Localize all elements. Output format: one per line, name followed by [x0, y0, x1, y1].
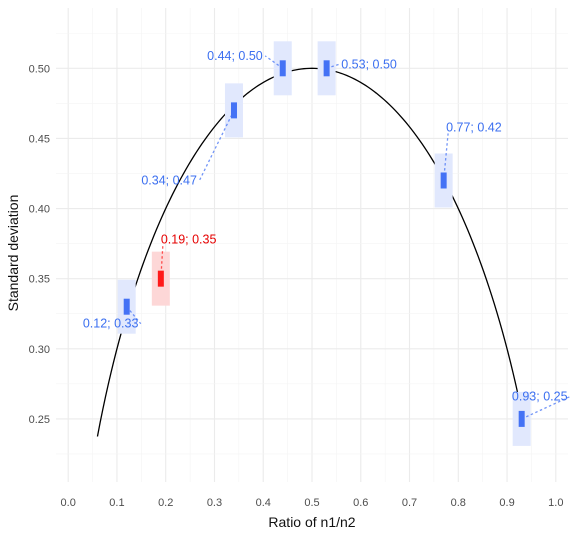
point-label: 0.44; 0.50 — [207, 49, 263, 63]
label-leader-line — [198, 110, 235, 181]
x-tick-label: 0.1 — [109, 497, 124, 509]
label-leader-line — [264, 55, 284, 69]
label-leader-line — [160, 245, 164, 279]
x-tick-label: 1.0 — [548, 497, 563, 509]
curve-line — [96, 67, 528, 437]
x-tick-label: 0.2 — [158, 497, 173, 509]
point-label: 0.19; 0.35 — [161, 233, 217, 247]
x-axis-title: Ratio of n1/n2 — [268, 514, 355, 530]
x-tick-label: 0.3 — [207, 497, 222, 509]
label-leader-line — [126, 306, 142, 325]
y-tick-label: 0.40 — [29, 204, 50, 216]
x-tick-label: 0.5 — [304, 497, 319, 509]
x-tick-label: 0.9 — [499, 497, 514, 509]
point-label: 0.53; 0.50 — [341, 57, 397, 71]
y-axis-title: Standard deviation — [5, 195, 21, 312]
y-tick-label: 0.35 — [29, 274, 50, 286]
x-tick-label: 0.4 — [256, 497, 271, 509]
x-tick-label: 0.6 — [353, 497, 368, 509]
point-label: 0.34; 0.47 — [141, 174, 197, 188]
y-tick-label: 0.50 — [29, 63, 50, 75]
x-tick-label: 0.7 — [402, 497, 417, 509]
label-leader-line — [326, 63, 340, 69]
point-label: 0.12; 0.33 — [83, 317, 139, 331]
x-tick-label: 0.0 — [61, 497, 76, 509]
y-tick-label: 0.25 — [29, 414, 50, 426]
x-tick-label: 0.8 — [451, 497, 466, 509]
label-leader-line — [521, 396, 571, 420]
y-tick-label: 0.30 — [29, 344, 50, 356]
y-tick-label: 0.45 — [29, 133, 50, 145]
point-label: 0.77; 0.42 — [446, 120, 502, 134]
point-label: 0.93; 0.25 — [512, 390, 568, 404]
